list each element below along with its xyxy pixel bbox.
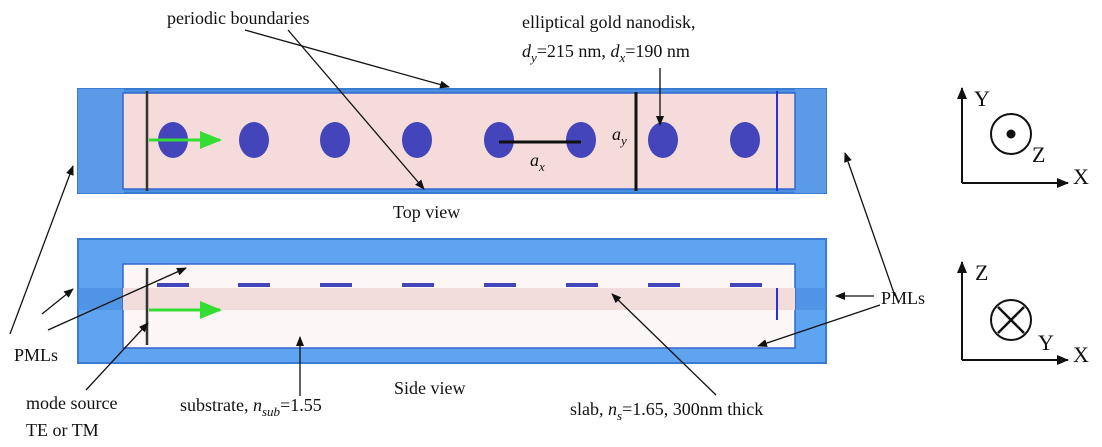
top-pml-left [78,89,124,193]
z-out-dot [1006,129,1016,139]
nanodisk-side [730,283,762,287]
nanodisk [730,122,760,158]
y-in-circle [990,299,1032,341]
pml-right-bottom-leader [757,304,881,347]
pmls-right-label: PMLs [881,288,925,308]
slab-band [123,288,795,310]
nanodisk-side [157,283,189,287]
nanodisk [484,122,514,158]
dy-var: d [522,41,532,61]
nanodisk [239,122,269,158]
a-y-label: ay [612,124,627,148]
axis-top-z-label: Z [1032,142,1045,167]
pml-left-top-leader [9,165,74,335]
dx-val: =190 nm [625,41,690,61]
pml-right-top-leader [844,152,896,297]
a-x-label: ax [530,150,545,174]
top-simulation-region [122,92,796,190]
axes-top: Y Z X [957,86,1089,189]
axis-side-z-label: Z [975,260,988,285]
axis-top-x-label: X [1073,164,1089,189]
substrate-label: substrate, nsub=1.55 [180,395,322,419]
periodic-boundaries-label: periodic boundaries [167,8,309,28]
nanodisk-side [648,283,680,287]
slab-label: slab, ns=1.65, 300nm thick [570,399,763,423]
dx-sub: x [618,50,625,65]
axes-side: Z Y X [957,260,1089,367]
nanodisk-side [402,283,434,287]
nanodisk-label-line1: elliptical gold nanodisk, [522,12,695,32]
periodic-side-leader [47,267,187,331]
mode-source-label-1: mode source [26,393,117,413]
nanodisk-label-line2: dy=215 nm, dx=190 nm [522,41,690,65]
dy-val: =215 nm, [537,41,611,61]
axis-side-x-label: X [1073,342,1089,367]
leader-arrows [9,29,896,396]
nanodisk-side [484,283,516,287]
mode-source-leader [85,322,149,391]
z-out-circle [990,113,1032,155]
side-view-label: Side view [394,378,466,398]
nanodisk-side [566,283,598,287]
dx-var: d [610,41,620,61]
slab-leader [611,293,717,396]
mode-source-label-2: TE or TM [26,420,99,440]
y-in-cross-2 [997,306,1025,334]
side-view-panel [77,238,827,364]
nanodisk-side [238,283,270,287]
pmls-left-label: PMLs [14,345,58,365]
top-pml-right [795,89,826,193]
axis-side-y-label: Y [1038,330,1054,355]
nanodisk [402,122,432,158]
top-view-panel [77,88,827,194]
dy-sub: y [529,50,537,65]
side-nanodisks [157,283,762,287]
periodic-inner-leader [287,29,425,190]
axis-top-y-label: Y [974,86,990,111]
nanodisk [648,122,678,158]
nanodisk [320,122,350,158]
periodic-top-leader [244,29,450,89]
nanodisk [566,122,596,158]
labels: periodic boundaries elliptical gold nano… [14,8,925,440]
pml-left-side-leader [41,288,74,315]
top-view-label: Top view [393,202,460,222]
nanodisk-side [320,283,352,287]
